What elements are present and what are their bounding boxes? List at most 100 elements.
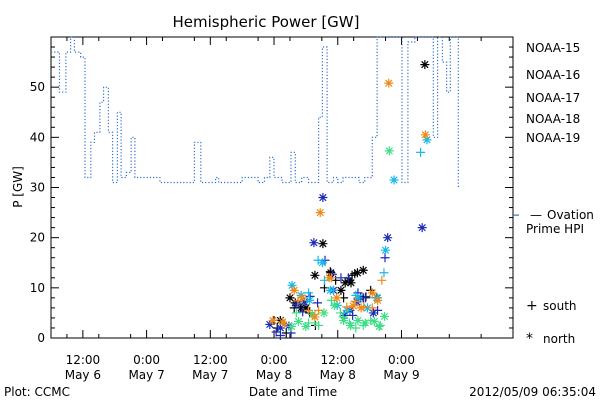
x-tick-time-label: 0:00 — [388, 353, 415, 367]
south-marker-label: south — [543, 299, 577, 313]
point-noaa-18-north — [330, 300, 340, 310]
point-noaa-15-south — [366, 285, 376, 295]
point-noaa-19-north — [356, 303, 366, 313]
point-noaa-17-north — [325, 285, 335, 295]
point-noaa-19-north — [310, 312, 320, 322]
y-tick-label: 0 — [37, 331, 45, 345]
point-noaa-18-north — [301, 321, 311, 331]
point-noaa-18-north — [346, 320, 356, 330]
point-noaa-17-south — [379, 268, 389, 278]
point-noaa-16-north — [383, 233, 393, 243]
point-noaa-18-north — [353, 315, 363, 325]
chart-title: Hemispheric Power [GW] — [173, 13, 360, 31]
y-tick-label: 10 — [30, 281, 45, 295]
point-noaa-15-north — [301, 303, 311, 313]
point-noaa-19-north — [348, 301, 358, 311]
north-marker-label: north — [543, 332, 575, 346]
point-noaa-17-north — [287, 280, 297, 290]
ovation-label: — Ovation Prime HPI — [526, 208, 594, 236]
y-axis: 0 10 20 30 40 50 — [30, 46, 513, 345]
legend-noaa-19: NOAA-19 — [526, 131, 580, 145]
point-noaa-15-north — [358, 265, 368, 275]
point-noaa-16-north — [275, 323, 285, 333]
y-tick-label: 40 — [30, 130, 45, 144]
point-noaa-15-north — [326, 268, 336, 278]
point-noaa-16-north — [318, 193, 328, 203]
point-noaa-17-north — [389, 175, 399, 185]
point-noaa-16-south — [380, 253, 390, 263]
y-axis-label: P [GW] — [11, 166, 25, 208]
point-noaa-19-south — [367, 303, 377, 313]
x-tick-time-label: 12:00 — [320, 353, 355, 367]
point-noaa-18-north — [319, 308, 329, 318]
x-tick-date-label: May 8 — [256, 368, 292, 382]
x-tick-date-label: May 6 — [65, 368, 101, 382]
ovation-dash: — — [530, 208, 542, 222]
point-noaa-16-north — [265, 319, 275, 329]
x-axis-label: Date and Time — [249, 385, 337, 399]
point-noaa-15-north — [340, 278, 350, 288]
point-noaa-15-north — [346, 278, 356, 288]
point-noaa-16-north — [292, 299, 302, 309]
point-noaa-16-south — [275, 330, 285, 340]
point-noaa-19-south — [304, 305, 314, 315]
point-noaa-18-north — [369, 316, 379, 326]
legend-noaa-16: NOAA-16 — [526, 68, 580, 82]
point-noaa-18-north — [339, 315, 349, 325]
point-noaa-18-north — [379, 311, 389, 321]
legend-noaa-15: NOAA-15 — [526, 41, 580, 55]
ovation-prime-hpi-line — [51, 36, 459, 188]
x-tick-time-label: 12:00 — [193, 353, 228, 367]
x-tick-date-label: May 9 — [383, 368, 419, 382]
point-noaa-17-north — [305, 295, 315, 305]
point-noaa-18-north — [287, 321, 297, 331]
point-noaa-16-north — [339, 310, 349, 320]
point-noaa-17-south — [416, 147, 426, 157]
x-tick-time-label: 0:00 — [133, 353, 160, 367]
point-noaa-18-south — [291, 308, 301, 318]
point-noaa-15-north — [318, 239, 328, 249]
point-noaa-15-north — [420, 60, 430, 70]
plot-credit: Plot: CCMC — [4, 385, 70, 399]
point-noaa-17-north — [296, 290, 306, 300]
point-noaa-18-north — [360, 318, 370, 328]
ovation-label-line1: Ovation — [547, 208, 594, 222]
point-noaa-19-north — [315, 208, 325, 218]
point-noaa-19-south — [314, 305, 324, 315]
point-noaa-15-north — [336, 285, 346, 295]
point-noaa-15-north — [310, 270, 320, 280]
point-noaa-16-north — [417, 223, 427, 233]
point-noaa-17-north — [317, 258, 327, 268]
point-noaa-18-south — [314, 320, 324, 330]
point-noaa-16-north — [299, 297, 309, 307]
x-tick-date-label: May 8 — [320, 368, 356, 382]
point-noaa-16-south — [343, 273, 353, 283]
data-points — [265, 60, 432, 340]
x-tick-time-label: 0:00 — [261, 353, 288, 367]
x-tick-date-label: May 7 — [128, 368, 164, 382]
x-tick-date-label: May 7 — [192, 368, 228, 382]
point-noaa-19-south — [377, 275, 387, 285]
point-noaa-18-north — [374, 321, 384, 331]
point-noaa-17-north — [362, 303, 372, 313]
legend: NOAA-15 NOAA-16 NOAA-17 NOAA-18 NOAA-19 — [526, 41, 580, 145]
y-tick-label: 30 — [30, 181, 45, 195]
point-noaa-16-south — [298, 307, 308, 317]
point-noaa-18-north — [293, 316, 303, 326]
point-noaa-19-north — [324, 273, 334, 283]
point-noaa-19-north — [332, 293, 342, 303]
point-noaa-19-north — [384, 78, 394, 88]
y-tick-label: 20 — [30, 231, 45, 245]
point-noaa-16-north — [309, 238, 319, 248]
point-noaa-19-north — [268, 315, 278, 325]
plot-frame — [50, 36, 514, 339]
point-noaa-17-north — [381, 245, 391, 255]
point-noaa-17-south — [319, 275, 329, 285]
legend-noaa-18: NOAA-18 — [526, 112, 580, 126]
north-marker-symbol: * — [526, 331, 533, 347]
point-noaa-17-south — [304, 288, 314, 298]
timestamp: 2012/05/09 06:35:04 — [469, 385, 596, 399]
ovation-label-line2: Prime HPI — [526, 222, 584, 236]
